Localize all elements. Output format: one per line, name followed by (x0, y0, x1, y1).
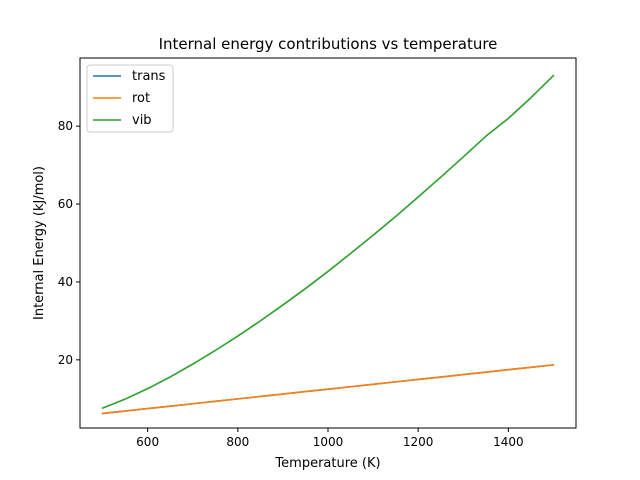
y-axis-label: Internal Energy (kJ/mol) (32, 166, 47, 320)
legend: trans rot vib (86, 64, 174, 133)
y-axis-ticks: 20 40 60 80 (58, 119, 80, 367)
legend-box (86, 64, 174, 133)
x-tick-label: 1000 (313, 435, 344, 449)
series-line-rot (101, 364, 555, 415)
plot-frame (79, 57, 577, 429)
x-axis-ticks: 600 800 1000 1200 1400 (136, 428, 524, 449)
x-axis-label: Temperature (K) (274, 456, 380, 471)
x-tick-label: 1400 (493, 435, 524, 449)
y-tick-label: 20 (58, 353, 73, 367)
series-line-vib (101, 74, 555, 409)
x-tick-label: 600 (136, 435, 159, 449)
y-tick-label: 40 (58, 275, 73, 289)
y-tick-label: 80 (58, 119, 73, 133)
x-tick-label: 1200 (403, 435, 434, 449)
legend-label-rot: rot (132, 91, 150, 106)
plot-lines (101, 74, 555, 415)
y-tick-label: 60 (58, 197, 73, 211)
chart-title: Internal energy contributions vs tempera… (159, 35, 498, 53)
legend-label-trans: trans (132, 69, 166, 84)
legend-label-vib: vib (132, 113, 152, 128)
x-tick-label: 800 (226, 435, 249, 449)
